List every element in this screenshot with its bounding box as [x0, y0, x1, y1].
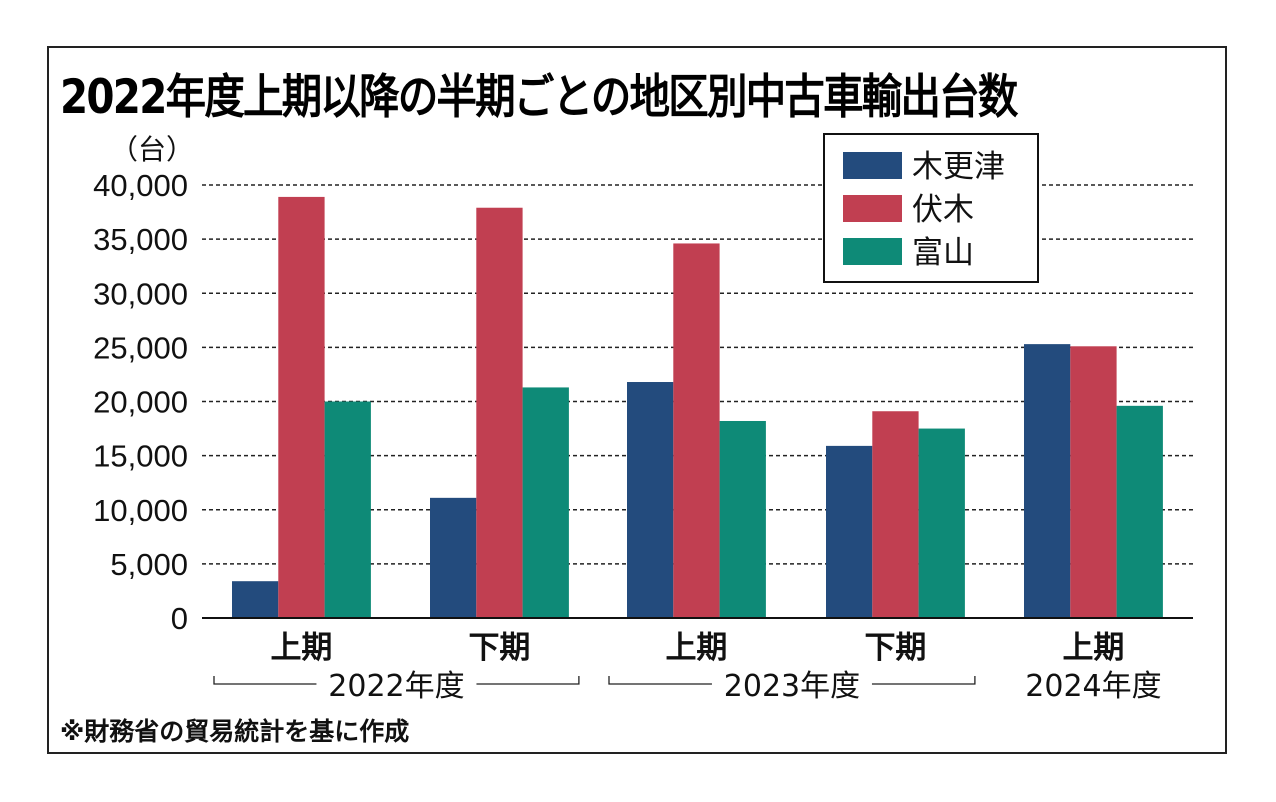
y-axis-unit-label: （台）: [110, 133, 195, 166]
group-bracket-left: [213, 676, 317, 685]
legend-label: 富山: [912, 235, 974, 271]
bar-富山-4: [1116, 405, 1163, 618]
bar-富山-2: [719, 420, 766, 618]
bar-木更津-1: [430, 497, 477, 618]
group-bracket-right: [476, 676, 580, 685]
y-tick-label: 30,000: [93, 276, 188, 311]
x-axis-year-groups: 2022年度 2023年度 2024年度: [213, 669, 1162, 704]
bar-伏木-1: [476, 207, 523, 619]
bar-伏木-0: [278, 196, 325, 618]
x-category-label: 上期: [665, 630, 727, 666]
y-tick-label: 20,000: [93, 385, 188, 420]
legend-label: 木更津: [912, 149, 1005, 185]
chart-frame: [47, 46, 1227, 754]
source-note: ※財務省の貿易統計を基に作成: [60, 717, 410, 746]
bar-伏木-4: [1070, 346, 1117, 618]
legend-swatch-伏木: [843, 195, 902, 222]
y-tick-label: 40,000: [93, 168, 188, 203]
group-bracket-right: [871, 676, 976, 685]
legend-swatch-木更津: [843, 152, 902, 179]
x-group-label: 2023年度: [724, 669, 860, 704]
chart-title: 2022年度上期以降の半期ごとの地区別中古車輸出台数: [60, 70, 1018, 125]
legend-swatch-富山: [843, 238, 902, 265]
y-tick-label: 0: [171, 601, 188, 636]
y-tick-label: 10,000: [93, 493, 188, 528]
x-category-label: 下期: [864, 630, 926, 666]
bar-木更津-3: [826, 445, 873, 618]
y-tick-label: 5,000: [110, 547, 188, 582]
y-axis-ticks: 0 5,000 10,000 15,000 20,000 25,000 30,000 35,0…: [93, 168, 188, 636]
bar-木更津-4: [1024, 344, 1071, 618]
x-group-label: 2022年度: [328, 669, 464, 704]
x-axis-categories: 上期 下期 上期 下期 上期: [270, 630, 1124, 666]
x-category-label: 下期: [468, 630, 530, 666]
group-bracket-left: [608, 676, 712, 685]
bar-富山-1: [522, 387, 569, 618]
x-category-label: 上期: [1062, 630, 1124, 666]
legend-label: 伏木: [912, 192, 974, 228]
bars: [232, 196, 1163, 619]
y-tick-label: 25,000: [93, 330, 188, 365]
bar-木更津-0: [232, 581, 279, 618]
y-tick-label: 15,000: [93, 439, 188, 474]
y-tick-label: 35,000: [93, 222, 188, 257]
bar-伏木-2: [673, 243, 720, 618]
bar-富山-3: [918, 428, 965, 618]
bar-伏木-3: [872, 411, 919, 618]
x-group-label: 2024年度: [1025, 669, 1161, 704]
bar-木更津-2: [627, 382, 674, 618]
bar-富山-0: [324, 401, 371, 618]
x-category-label: 上期: [270, 630, 332, 666]
